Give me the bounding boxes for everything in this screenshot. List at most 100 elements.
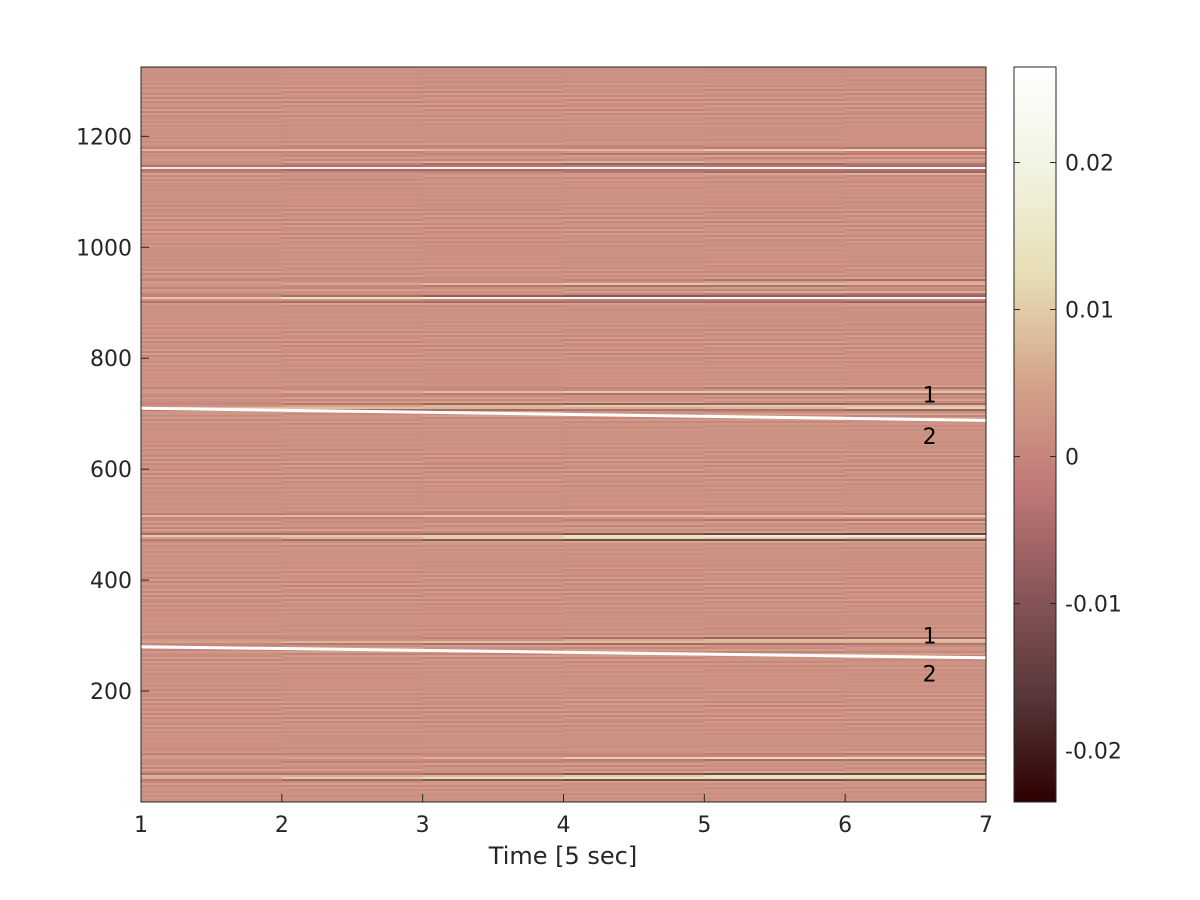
heatmap-cell <box>281 661 424 664</box>
heatmap-cell <box>141 81 283 84</box>
heatmap-cell <box>422 229 565 232</box>
heatmap-cell <box>281 699 424 702</box>
heatmap-cell <box>845 749 986 752</box>
heatmap-cell <box>281 161 424 164</box>
heatmap-cell <box>141 719 283 722</box>
heatmap-cell <box>563 795 705 798</box>
heatmap-cell <box>563 439 705 442</box>
heatmap-cell <box>141 317 283 320</box>
heatmap-cell <box>845 755 986 758</box>
heatmap-cell <box>563 623 705 626</box>
heatmap-cell <box>281 591 424 594</box>
heatmap-cell <box>563 545 705 548</box>
heatmap-cell <box>563 155 705 158</box>
heatmap-cell <box>281 423 424 426</box>
heatmap-cell <box>563 455 705 458</box>
heatmap-cell <box>141 605 283 608</box>
heatmap-cell <box>845 533 986 536</box>
heatmap-cell <box>563 163 705 166</box>
heatmap-cell <box>704 89 846 92</box>
heatmap-cell <box>281 497 424 500</box>
heatmap-cell <box>422 483 565 486</box>
heatmap-cell <box>141 435 283 438</box>
heatmap-cell <box>281 199 424 202</box>
heatmap-cell <box>141 671 283 674</box>
heatmap-cell <box>845 665 986 668</box>
heatmap-cell <box>704 307 846 310</box>
heatmap-cell <box>563 85 705 88</box>
heatmap-cell <box>704 343 846 346</box>
heatmap-cell <box>141 627 283 630</box>
heatmap-cell <box>704 589 846 592</box>
heatmap-cell <box>845 313 986 316</box>
heatmap-cell <box>141 655 283 658</box>
heatmap-cell <box>563 635 705 638</box>
heatmap-cell <box>704 93 846 96</box>
heatmap-cell <box>281 795 424 798</box>
heatmap-cell <box>563 305 705 308</box>
colorbar-tick-label: 0.02 <box>1065 152 1114 177</box>
heatmap-cell <box>141 507 283 510</box>
heatmap-cell <box>141 259 283 262</box>
heatmap-cell <box>422 175 565 178</box>
heatmap-cell <box>422 407 565 410</box>
heatmap-cell <box>141 143 283 146</box>
heatmap-cell <box>563 267 705 270</box>
heatmap-cell <box>704 591 846 594</box>
x-tick-label: 7 <box>979 813 993 838</box>
heatmap-cell <box>141 601 283 604</box>
heatmap-cell <box>422 395 565 398</box>
heatmap-cell <box>563 235 705 238</box>
heatmap-cell <box>422 617 565 620</box>
heatmap-cell <box>141 569 283 572</box>
heatmap-cell <box>141 511 283 514</box>
heatmap-cell <box>704 445 846 448</box>
heatmap-cell <box>563 757 705 760</box>
heatmap-cell <box>845 373 986 376</box>
heatmap-cell <box>141 651 283 654</box>
heatmap-cell <box>704 435 846 438</box>
heatmap-cell <box>422 339 565 342</box>
heatmap-cell <box>563 385 705 388</box>
heatmap-cell <box>141 175 283 178</box>
heatmap-cell <box>563 551 705 554</box>
heatmap-cell <box>704 759 846 762</box>
heatmap-cell <box>563 317 705 320</box>
heatmap-cell <box>704 695 846 698</box>
heatmap-cell <box>704 619 846 622</box>
heatmap-cell <box>141 779 283 782</box>
heatmap-cell <box>141 359 283 362</box>
heatmap-cell <box>845 99 986 102</box>
heatmap-cell <box>845 689 986 692</box>
heatmap-cell <box>281 341 424 344</box>
heatmap-cell <box>563 491 705 494</box>
heatmap-cell <box>704 413 846 416</box>
heatmap-cell <box>281 123 424 126</box>
heatmap-cell <box>845 137 986 140</box>
heatmap-cell <box>845 609 986 612</box>
heatmap-cell <box>141 311 283 314</box>
heatmap-cell <box>422 535 565 538</box>
heatmap-cell <box>563 661 705 664</box>
heatmap-cell <box>141 215 283 218</box>
heatmap-cell <box>141 367 283 370</box>
heatmap-cell <box>563 115 705 118</box>
heatmap-cell <box>845 257 986 260</box>
heatmap-cell <box>704 497 846 500</box>
heatmap-cell <box>281 235 424 238</box>
heatmap-cell <box>845 125 986 128</box>
heatmap-cell <box>422 565 565 568</box>
heatmap-cell <box>281 437 424 440</box>
heatmap-cell <box>704 459 846 462</box>
heatmap-cell <box>704 145 846 148</box>
heatmap-cell <box>845 449 986 452</box>
heatmap-cell <box>141 369 283 372</box>
heatmap-cell <box>563 663 705 666</box>
heatmap-cell <box>704 789 846 792</box>
heatmap-cell <box>704 267 846 270</box>
heatmap-cell <box>563 521 705 524</box>
heatmap-cell <box>845 323 986 326</box>
heatmap-cell <box>563 487 705 490</box>
heatmap-cell <box>281 295 424 298</box>
heatmap-cell <box>141 793 283 796</box>
